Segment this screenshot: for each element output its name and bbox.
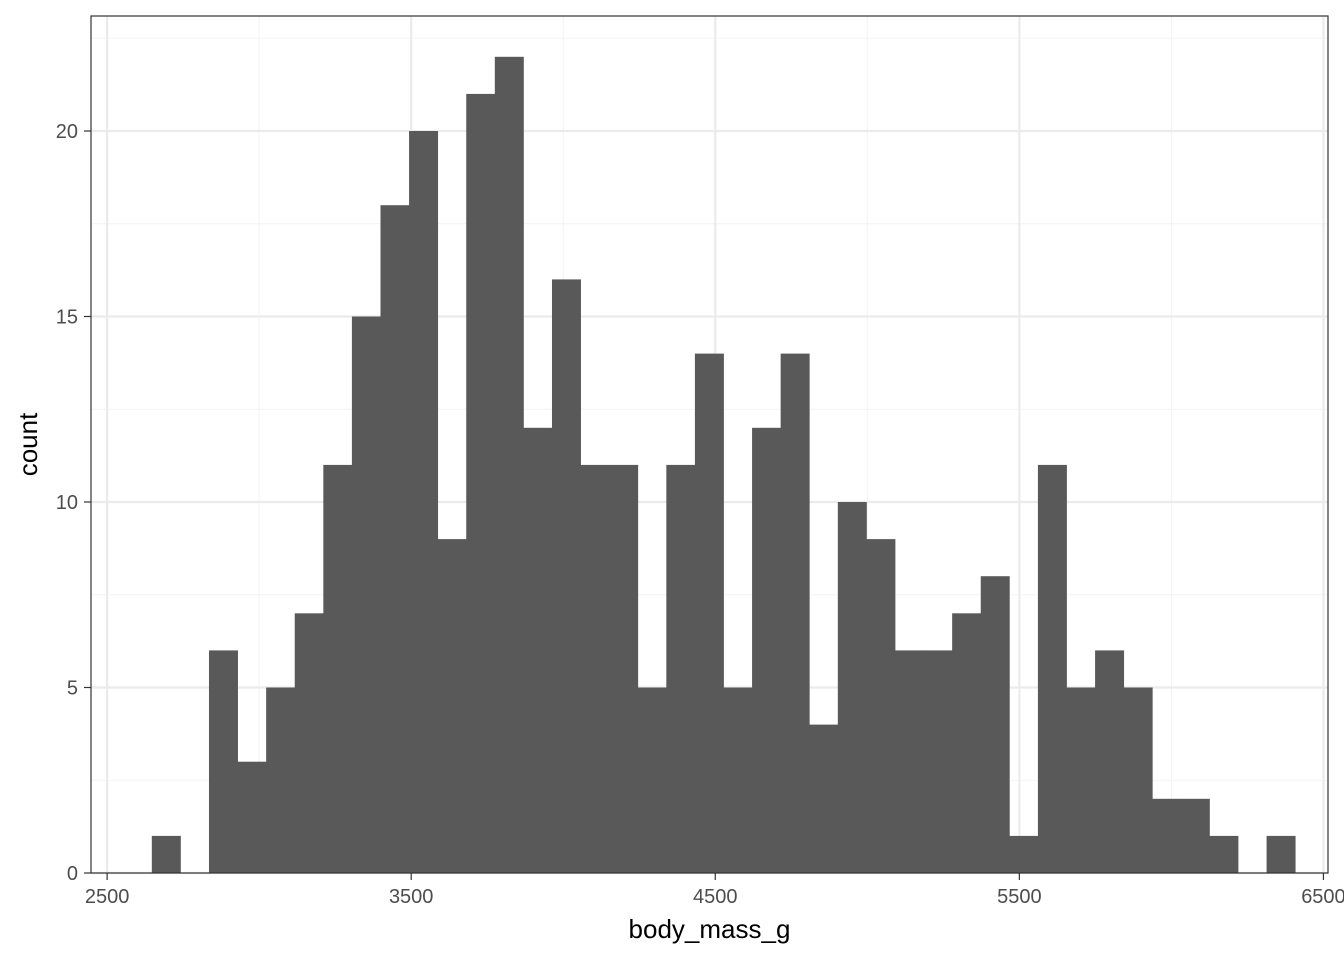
histogram-bar (1095, 650, 1125, 873)
histogram-bar (723, 687, 753, 873)
y-tick-label: 15 (56, 307, 78, 329)
histogram-bar (809, 724, 839, 873)
y-axis: 0 5 10 15 20 (56, 121, 91, 885)
histogram-bar (294, 613, 324, 873)
histogram-bar (1209, 835, 1239, 873)
histogram-bar (894, 650, 924, 873)
histogram-bar (1009, 835, 1039, 873)
panel-border (90, 15, 1329, 874)
histogram-bar (237, 761, 267, 873)
y-axis-title: count (13, 412, 43, 476)
histogram-bar (151, 835, 181, 873)
x-tick-label: 5500 (997, 886, 1042, 908)
histogram-bar (466, 93, 496, 874)
histogram-bar (752, 427, 782, 873)
histogram-bar (551, 279, 581, 873)
histogram-bar (1180, 798, 1210, 873)
x-axis: 2500 3500 4500 5500 6500 (85, 873, 1344, 908)
x-tick-label: 3500 (389, 886, 434, 908)
histogram-bar (666, 464, 696, 873)
histogram-bar (609, 464, 639, 873)
x-tick-label: 6500 (1301, 886, 1344, 908)
histogram-bar (580, 464, 610, 873)
histogram-bar (980, 576, 1010, 873)
histogram-bar (494, 56, 524, 874)
histogram-bar (409, 131, 439, 873)
histogram-bar (1037, 464, 1067, 873)
histogram-bar (1266, 835, 1296, 873)
histogram-bar (351, 316, 381, 874)
histogram-bar (1123, 687, 1153, 873)
x-tick-label: 4500 (693, 886, 738, 908)
histogram-bar (694, 353, 724, 873)
y-tick-label: 5 (67, 678, 78, 700)
x-axis-title: body_mass_g (629, 914, 791, 944)
histogram-bar (266, 687, 296, 873)
histogram-bars (151, 56, 1296, 874)
histogram-bar (1152, 798, 1182, 873)
histogram-bar (208, 650, 238, 873)
histogram-bar (637, 687, 667, 873)
histogram-bar (380, 205, 410, 874)
y-tick-label: 0 (67, 863, 78, 885)
histogram-bar (523, 427, 553, 873)
histogram-bar (780, 353, 810, 873)
histogram-bar (837, 502, 867, 873)
histogram-bar (866, 539, 896, 873)
histogram-bar (952, 613, 982, 873)
histogram-bar (923, 650, 953, 873)
histogram-bar (323, 464, 353, 873)
histogram-bar (437, 539, 467, 873)
y-tick-label: 20 (56, 121, 78, 143)
x-tick-label: 2500 (85, 886, 130, 908)
y-tick-label: 10 (56, 492, 78, 514)
histogram-bar (1066, 687, 1096, 873)
